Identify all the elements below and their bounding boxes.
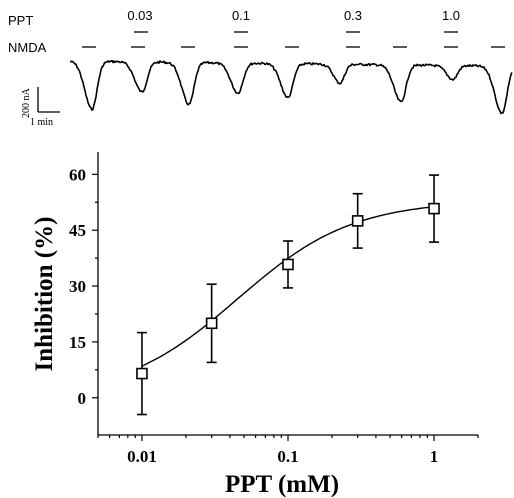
current-trace: [69, 59, 513, 115]
y-axis-title: Inhibition (%): [31, 217, 58, 372]
ppt-conc-label: 1.0: [442, 8, 460, 23]
data-point: [282, 258, 294, 271]
ppt-conc-label: 0.03: [127, 8, 152, 23]
x-tick-label: 0.1: [277, 447, 298, 466]
trace-panel: PPT NMDA 0.03 0.1 0.3 1.0 200 nA 1 min: [8, 8, 513, 128]
y-tick-label: 60: [69, 165, 86, 184]
scale-bar-x-label: 1 min: [30, 117, 53, 128]
data-point: [351, 215, 364, 227]
data-point: [136, 367, 148, 380]
scale-bar-y-label: 200 nA: [21, 88, 32, 119]
y-tick-label: 0: [78, 389, 87, 408]
y-tick-label: 15: [69, 333, 86, 352]
ppt-row-label: PPT: [8, 13, 33, 28]
x-tick-label: 1: [430, 447, 439, 466]
x-axis-title: PPT (mM): [225, 471, 339, 498]
ppt-conc-label: 0.1: [232, 8, 250, 23]
scale-bar: 200 nA 1 min: [21, 87, 60, 128]
y-tick-label: 45: [69, 221, 86, 240]
x-tick-label: 0.01: [127, 447, 157, 466]
data-point: [428, 202, 440, 215]
data-points: [136, 202, 440, 380]
ppt-conc-label: 0.3: [344, 8, 362, 23]
y-tick-label: 30: [69, 277, 86, 296]
concentration-response-plot: 60 45 30 15 0 0.01 0.1 1 Inhibition (%) PPT (m…: [31, 152, 479, 498]
data-point: [205, 317, 218, 330]
x-ticks: 0.01 0.1 1: [97, 435, 479, 466]
error-bars: [136, 174, 440, 416]
nmda-row-label: NMDA: [8, 40, 47, 55]
y-ticks: 60 45 30 15 0: [69, 165, 98, 408]
